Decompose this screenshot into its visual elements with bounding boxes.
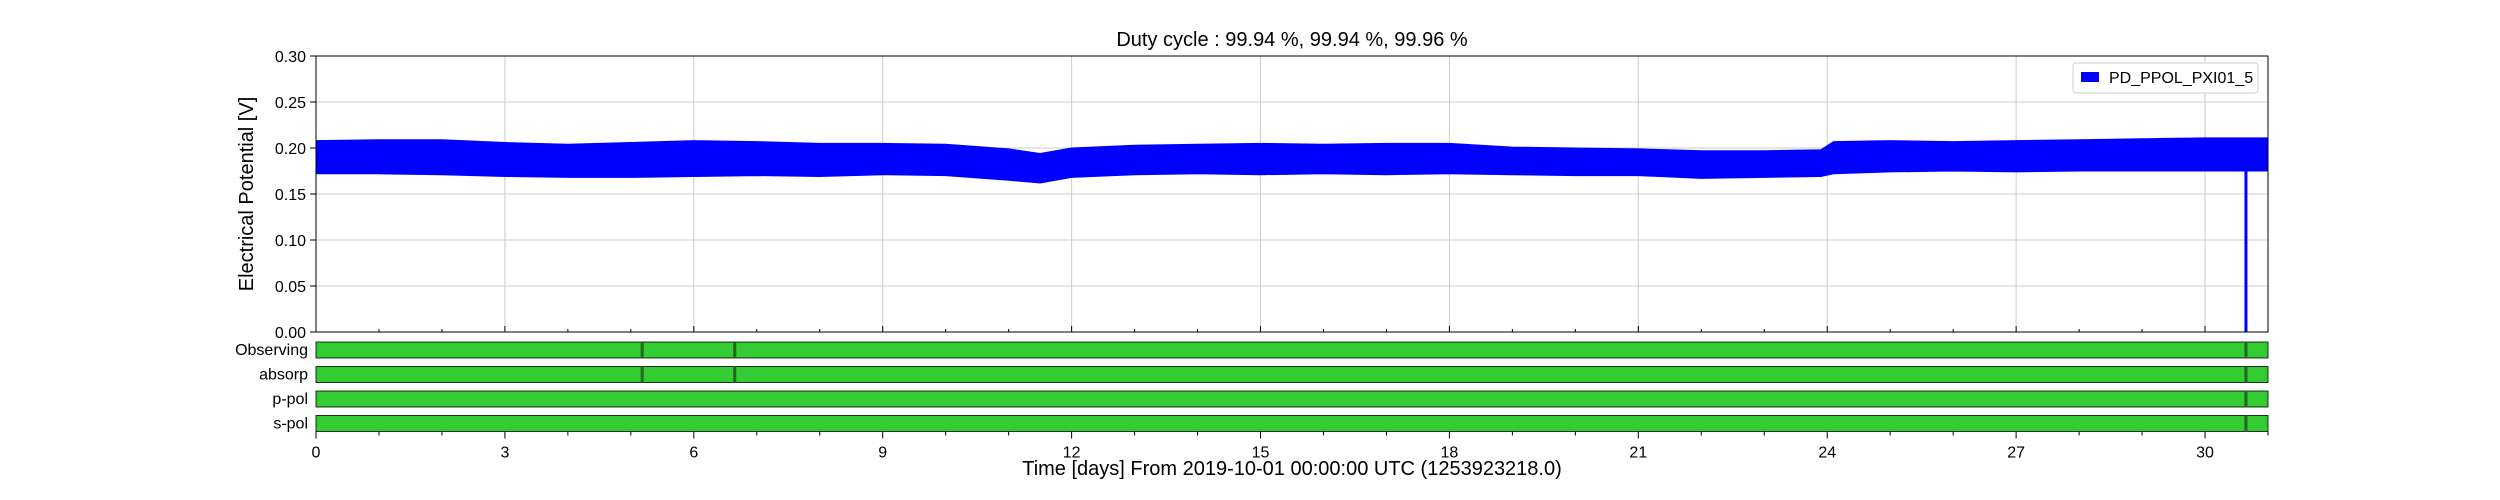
- y-tick-label: 0.10: [275, 233, 306, 250]
- x-tick-label: 27: [2007, 445, 2025, 462]
- y-tick-label: 0.00: [275, 325, 306, 342]
- x-tick-label: 12: [1063, 445, 1081, 462]
- segment-gap: [2244, 342, 2248, 358]
- x-tick-label: 9: [878, 445, 887, 462]
- y-axis-ticks: 0.00 0.05 0.10 0.15 0.20 0.25 0.30: [275, 49, 316, 342]
- segment-gap: [640, 366, 644, 383]
- segment-bar: [315, 415, 2269, 432]
- y-axis-label: Electrical Potential [V]: [236, 97, 258, 292]
- x-tick-label: 3: [500, 445, 509, 462]
- segment-label: p-pol: [272, 391, 308, 408]
- y-tick-label: 0.15: [275, 187, 306, 204]
- segment-gap: [2244, 366, 2248, 383]
- y-tick-label: 0.20: [275, 141, 306, 158]
- segment-bar: [315, 390, 2269, 408]
- segment-bar: [315, 366, 2269, 383]
- segment-bar: [315, 341, 2269, 359]
- segment-gap: [733, 366, 737, 383]
- segment-gap: [733, 342, 737, 358]
- legend-label: PD_PPOL_PXI01_5: [2109, 70, 2253, 87]
- segment-label: Observing: [235, 342, 308, 359]
- x-tick-label: 15: [1252, 445, 1270, 462]
- chart-title: Duty cycle : 99.94 %, 99.94 %, 99.96 %: [1116, 29, 1468, 51]
- x-tick-label: 24: [1818, 445, 1836, 462]
- main-plot-grid: [316, 56, 2268, 332]
- segment-label: absorp: [259, 367, 308, 384]
- y-tick-label: 0.30: [275, 49, 306, 66]
- main-plot-series: [315, 137, 2269, 332]
- y-tick-label: 0.05: [275, 279, 306, 296]
- legend: PD_PPOL_PXI01_5: [2072, 62, 2259, 94]
- x-tick-label: 6: [689, 445, 698, 462]
- segment-gap: [640, 342, 644, 358]
- x-tick-label: 18: [1441, 445, 1459, 462]
- x-tick-label: 30: [2196, 445, 2214, 462]
- series-band: [315, 137, 2269, 184]
- x-tick-label: 0: [312, 445, 321, 462]
- segment-bars: Observing absorp p-pol s-pol: [235, 341, 2269, 433]
- segment-gap: [2244, 415, 2248, 432]
- y-tick-label: 0.25: [275, 95, 306, 112]
- legend-swatch-icon: [2081, 72, 2099, 82]
- x-axis-label: Time [days] From 2019-10-01 00:00:00 UTC…: [1022, 458, 1562, 480]
- segment-gap: [2244, 391, 2248, 407]
- x-tick-label: 21: [1629, 445, 1647, 462]
- legend-box: [2072, 62, 2259, 94]
- segment-label: s-pol: [273, 416, 308, 433]
- x-axis-ticks: 0 3 6 9 12 15 18 21 24 27 30: [312, 326, 2269, 462]
